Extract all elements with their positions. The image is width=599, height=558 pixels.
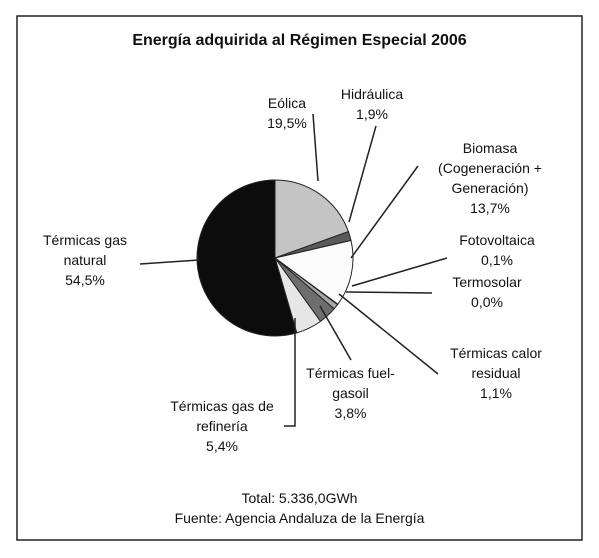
slice-label: Térmicas fuel-gasoil 3,8%: [293, 363, 408, 423]
value-label: 0,0%: [471, 294, 503, 310]
value-label: 3,8%: [334, 405, 367, 421]
category-label: Biomasa (Cogeneración + Generación): [438, 140, 542, 196]
slice-label: Fotovoltaica 0,1%: [437, 230, 557, 270]
leader-line: [350, 165, 419, 259]
frame: [16, 15, 583, 541]
pie-slice: [274, 179, 350, 259]
leader-line: [348, 125, 377, 223]
value-label: 13,7%: [470, 200, 510, 216]
category-label: Térmicas gas de refinería: [170, 398, 274, 434]
leader-line: [338, 293, 439, 375]
category-label: Fotovoltaica: [459, 232, 535, 248]
slice-label: Térmicas gas natural 54,5%: [20, 230, 150, 290]
slice-label: Térmicas calor residual 1,1%: [426, 343, 566, 403]
total-note: Total: 5.336,0GWh: [241, 490, 358, 506]
leader-line: [351, 257, 448, 287]
chart-title: Energía adquirida al Régimen Especial 20…: [132, 32, 467, 49]
category-label: Térmicas calor residual: [450, 345, 542, 381]
category-label: Termosolar: [452, 274, 522, 290]
value-label: 1,1%: [480, 385, 512, 401]
category-label: Hidráulica: [340, 86, 404, 102]
category-label: Eólica: [267, 95, 307, 111]
value-label: 19,5%: [267, 115, 307, 131]
leader-line: [319, 305, 352, 361]
slice-label: Eólica 19,5%: [247, 93, 327, 133]
value-label: 1,9%: [356, 106, 388, 122]
value-label: 0,1%: [481, 252, 513, 268]
pie-slice: [196, 179, 298, 337]
leader-line: [139, 259, 200, 265]
slice-label: Termosolar 0,0%: [427, 272, 547, 312]
value-label: 5,4%: [206, 438, 238, 454]
category-label: Térmicas gas natural: [42, 232, 128, 268]
source-note: Fuente: Agencia Andaluza de la Energía: [174, 510, 425, 526]
value-label: 54,5%: [65, 272, 105, 288]
leader-line: [345, 291, 433, 294]
leader-line: [284, 318, 296, 427]
category-label: Térmicas fuel-gasoil: [306, 365, 395, 401]
slice-label: Biomasa (Cogeneración + Generación) 13,7%: [420, 138, 560, 218]
slice-label: Térmicas gas de refinería 5,4%: [152, 396, 292, 456]
leader-line: [312, 113, 319, 182]
pie-slice: [273, 239, 354, 305]
slice-label: Hidráulica 1,9%: [322, 84, 422, 124]
